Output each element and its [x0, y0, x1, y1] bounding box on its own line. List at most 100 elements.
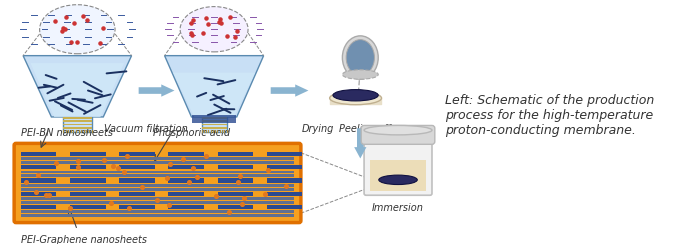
Point [77, 14, 88, 18]
Bar [267, 192, 302, 196]
Bar [21, 161, 294, 164]
Point [238, 196, 249, 200]
Point [57, 26, 69, 30]
Bar [169, 205, 204, 209]
Bar [21, 201, 294, 204]
Point [72, 160, 83, 163]
Point [121, 154, 132, 158]
Point [223, 210, 235, 214]
Bar [267, 152, 302, 156]
Point [231, 29, 242, 32]
Bar [218, 205, 253, 209]
Point [185, 20, 196, 24]
Ellipse shape [342, 36, 378, 79]
Ellipse shape [342, 70, 378, 79]
Polygon shape [23, 56, 132, 117]
Point [64, 206, 76, 210]
Bar [21, 197, 294, 200]
Point [237, 202, 248, 206]
Bar [119, 192, 155, 196]
Bar [202, 120, 227, 122]
Point [113, 166, 124, 170]
Bar [119, 165, 155, 169]
Point [94, 41, 106, 45]
Bar [21, 152, 56, 156]
FancyBboxPatch shape [361, 125, 435, 144]
Bar [202, 127, 227, 129]
Bar [63, 123, 92, 125]
Point [50, 161, 61, 165]
Point [60, 15, 71, 19]
Point [262, 168, 274, 172]
Point [21, 180, 32, 184]
Text: Drying: Drying [302, 123, 334, 133]
Bar [21, 165, 56, 169]
Bar [21, 210, 294, 213]
Bar [202, 117, 227, 119]
Point [72, 165, 83, 169]
Point [97, 26, 108, 30]
Point [200, 16, 211, 20]
Point [107, 164, 118, 168]
Bar [21, 188, 294, 191]
Point [163, 203, 174, 206]
Bar [21, 184, 294, 187]
Text: Immersion: Immersion [372, 203, 424, 213]
Bar [21, 214, 294, 217]
Point [214, 20, 225, 24]
Point [234, 174, 246, 178]
Point [164, 162, 176, 166]
Point [178, 157, 189, 161]
Point [215, 17, 226, 21]
Bar [21, 178, 56, 183]
Point [201, 154, 212, 158]
Bar [119, 205, 155, 209]
Point [106, 201, 117, 205]
Point [222, 34, 233, 38]
Bar [70, 178, 106, 183]
Point [57, 29, 68, 33]
Text: Left: Schematic of the production
process for the high-temperature
proton-conduc: Left: Schematic of the production proces… [445, 94, 654, 137]
Point [30, 190, 41, 193]
Polygon shape [354, 128, 366, 158]
Bar [70, 192, 106, 196]
Bar [63, 117, 92, 119]
Point [230, 35, 241, 39]
Bar [63, 117, 92, 132]
Bar [63, 127, 92, 129]
Ellipse shape [180, 7, 248, 52]
Bar [202, 123, 227, 125]
Bar [70, 152, 106, 156]
Point [224, 15, 235, 19]
Bar [267, 205, 302, 209]
Point [98, 158, 109, 162]
Bar [193, 115, 236, 117]
Point [197, 31, 208, 35]
Bar [21, 192, 56, 196]
Point [183, 180, 194, 184]
Point [136, 185, 148, 189]
Bar [169, 178, 204, 183]
Bar [267, 178, 302, 183]
Point [188, 18, 199, 21]
Point [50, 19, 61, 23]
Point [43, 193, 55, 197]
Bar [21, 157, 294, 160]
Point [215, 21, 226, 25]
Bar [218, 178, 253, 183]
Ellipse shape [330, 92, 382, 105]
Point [69, 21, 80, 25]
Bar [21, 171, 294, 173]
Point [151, 198, 162, 202]
Bar [370, 161, 426, 191]
Bar [193, 120, 236, 123]
Bar [169, 152, 204, 156]
Point [65, 40, 76, 44]
Polygon shape [164, 56, 264, 117]
Bar [202, 117, 227, 132]
Ellipse shape [364, 125, 432, 135]
Point [211, 193, 222, 197]
Point [187, 166, 198, 170]
Point [118, 171, 130, 174]
Ellipse shape [40, 5, 115, 54]
